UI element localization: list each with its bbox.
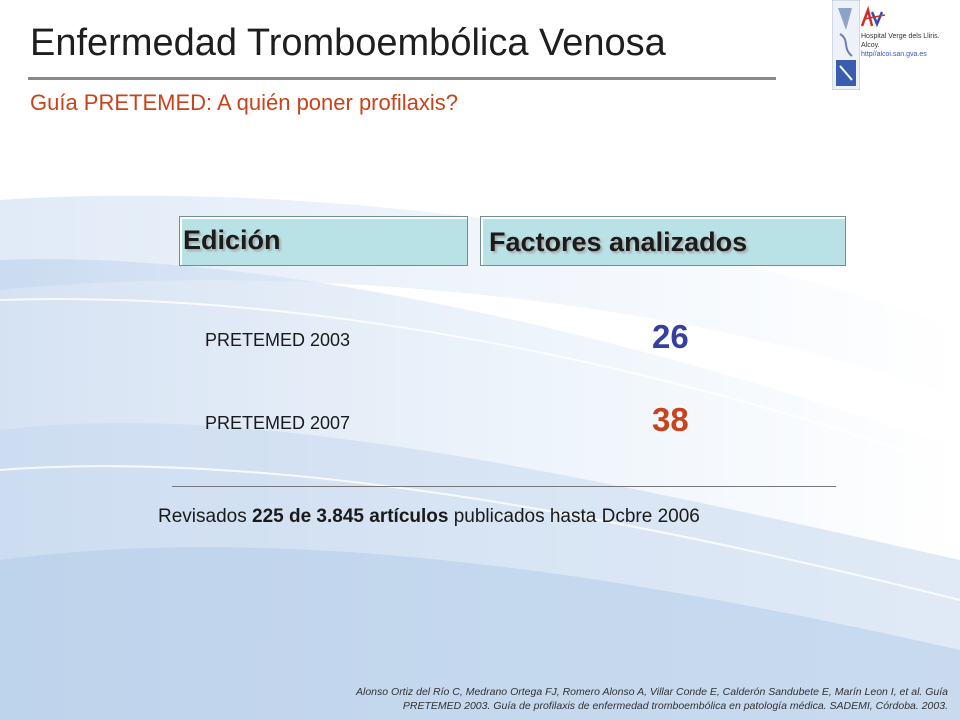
citation-line-1: Alonso Ortiz del Río C, Medrano Ortega F… [356,686,948,698]
row-factors-2003: 26 [652,318,689,355]
page-subtitle: Guía PRETEMED: A quién poner profilaxis? [30,90,458,115]
citation: Alonso Ortiz del Río C, Medrano Ortega F… [200,685,948,713]
hospital-url: http//alcoi.san.gva.es [861,51,927,58]
edition-header-label: Edición [183,225,281,255]
avv-logo-icon [860,6,886,28]
row-factors-2007: 38 [652,401,689,438]
factors-header-label: Factores analizados [489,227,748,257]
summary-divider [172,486,836,487]
hospital-info: Hospital Verge dels Lliris. Alcoy. http/… [861,32,940,59]
edition-header: Edición [179,216,468,266]
citation-line-2: PRETEMED 2003. Guía de profilaxis de enf… [402,700,948,712]
factors-header: Factores analizados [480,216,846,266]
hospital-name: Hospital Verge dels Lliris. [861,33,940,40]
summary-post: publicados hasta Dcbre 2006 [448,506,700,527]
page-title: Enfermedad Tromboembólica Venosa [30,22,666,64]
summary-text: Revisados 225 de 3.845 artículos publica… [158,506,700,528]
summary-pre: Revisados [158,506,252,527]
row-edition-2007: PRETEMED 2007 [205,413,351,433]
hospital-city: Alcoy. [861,42,880,49]
row-edition-2003: PRETEMED 2003 [205,330,351,350]
summary-bold: 225 de 3.845 artículos [252,506,449,527]
hospital-logo-icon [832,0,860,90]
title-underline [28,77,776,80]
